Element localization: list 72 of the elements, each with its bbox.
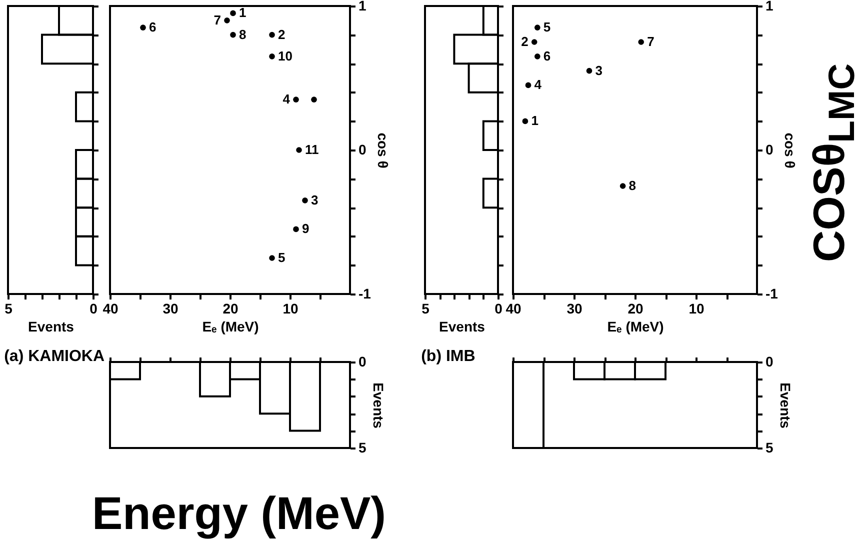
x-tick-label: 0 bbox=[90, 300, 98, 316]
point bbox=[296, 147, 302, 153]
point bbox=[230, 32, 236, 38]
x-axis-title: Eₑ (MeV) bbox=[607, 318, 664, 334]
y-tick-label: 5 bbox=[358, 440, 366, 456]
point bbox=[620, 183, 626, 189]
point bbox=[140, 24, 146, 31]
x-tick-label: 10 bbox=[688, 300, 704, 316]
point bbox=[224, 17, 230, 24]
point bbox=[638, 39, 644, 45]
annotation: 11 bbox=[305, 142, 319, 157]
annotation: 4 bbox=[534, 77, 542, 92]
x-axis-title: Events bbox=[28, 318, 74, 334]
annotation: 7 bbox=[647, 34, 654, 49]
x-tick-label: 40 bbox=[506, 300, 522, 316]
point bbox=[534, 53, 540, 60]
annotation: 2 bbox=[521, 34, 528, 49]
y-tick-label: 0 bbox=[358, 142, 366, 158]
annotation: 9 bbox=[302, 221, 310, 236]
point bbox=[522, 118, 528, 124]
annotation: 4 bbox=[282, 92, 291, 107]
y-tick-label: 1 bbox=[766, 0, 774, 14]
point bbox=[293, 226, 299, 232]
point bbox=[269, 255, 275, 261]
annotation: 1 bbox=[531, 113, 538, 128]
x-axis-title: Eₑ (MeV) bbox=[202, 318, 259, 334]
y-tick-label: 0 bbox=[766, 142, 774, 158]
x-tick-label: 5 bbox=[4, 300, 13, 316]
point bbox=[534, 24, 540, 31]
y-tick-label: 0 bbox=[766, 354, 774, 370]
point bbox=[525, 82, 532, 88]
annotation: 5 bbox=[543, 20, 551, 35]
text: (a) KAMIOKA bbox=[4, 348, 105, 365]
y-axis-title: Events bbox=[370, 382, 386, 429]
x-tick-label: 10 bbox=[282, 300, 298, 316]
y-tick-label: 0 bbox=[358, 354, 366, 370]
x-tick-label: 20 bbox=[628, 300, 644, 316]
x-tick-label: 40 bbox=[102, 300, 118, 316]
annotation: 7 bbox=[214, 12, 221, 28]
annotation: 6 bbox=[149, 20, 156, 35]
point bbox=[293, 96, 299, 103]
annotation: 8 bbox=[628, 178, 636, 193]
annotation: 1 bbox=[239, 5, 246, 20]
y-tick-label: 1 bbox=[358, 0, 366, 14]
annotation: 6 bbox=[543, 48, 551, 64]
point bbox=[269, 32, 275, 38]
y-axis-title: cos θ bbox=[374, 132, 391, 168]
annotation: 3 bbox=[311, 192, 318, 208]
point bbox=[531, 39, 538, 45]
point bbox=[230, 10, 236, 16]
x-tick-label: 0 bbox=[494, 300, 503, 316]
point bbox=[302, 197, 308, 204]
x-tick-label: 20 bbox=[222, 300, 238, 316]
x-axis-title: Events bbox=[439, 318, 486, 334]
text: (b) IMB bbox=[421, 348, 476, 365]
annotation: 8 bbox=[239, 26, 246, 42]
y-tick-label: -1 bbox=[358, 286, 372, 302]
x-tick-label: 30 bbox=[162, 300, 178, 316]
annotation: 5 bbox=[278, 250, 286, 265]
x-tick-label: 30 bbox=[566, 300, 582, 316]
point bbox=[586, 68, 592, 74]
annotation: 3 bbox=[595, 62, 602, 78]
point bbox=[269, 53, 275, 60]
y-axis-title: Events bbox=[777, 382, 794, 429]
annotation: 2 bbox=[278, 26, 286, 42]
y-tick-label: 5 bbox=[766, 440, 774, 456]
text: Energy (MeV) bbox=[92, 487, 386, 539]
y-axis-title: cos θ bbox=[782, 132, 798, 168]
point bbox=[311, 96, 317, 103]
y-tick-label: -1 bbox=[766, 286, 778, 302]
x-tick-label: 5 bbox=[422, 300, 430, 316]
annotation: 10 bbox=[278, 48, 292, 64]
